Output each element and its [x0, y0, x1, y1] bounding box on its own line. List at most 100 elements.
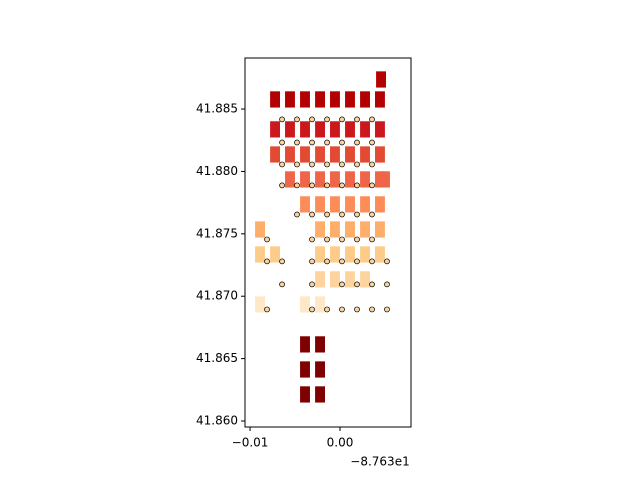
point — [384, 281, 390, 288]
building — [375, 221, 385, 238]
point — [309, 161, 315, 168]
building — [315, 271, 325, 288]
point — [294, 116, 300, 123]
building — [315, 246, 325, 263]
building — [375, 246, 385, 263]
building — [300, 121, 310, 138]
building — [330, 246, 340, 263]
building — [345, 246, 355, 263]
building — [300, 361, 310, 378]
point — [294, 211, 300, 218]
point — [369, 116, 375, 123]
building — [315, 336, 325, 353]
point — [309, 306, 315, 313]
building — [345, 271, 355, 288]
building — [375, 171, 385, 188]
point — [324, 306, 330, 313]
building — [300, 91, 310, 108]
point — [339, 211, 345, 218]
building — [300, 386, 310, 403]
point — [354, 258, 360, 265]
building — [376, 71, 386, 88]
building — [270, 246, 280, 263]
point — [354, 236, 360, 243]
axes-frame — [244, 57, 412, 428]
building — [360, 221, 370, 238]
point — [324, 258, 330, 265]
point — [354, 139, 360, 146]
building — [360, 196, 370, 213]
building — [375, 91, 385, 108]
building — [330, 271, 340, 288]
building — [360, 146, 370, 163]
x-tick-label: 0.00 — [327, 436, 354, 450]
point — [309, 139, 315, 146]
point — [369, 258, 375, 265]
point — [279, 139, 285, 146]
building — [315, 196, 325, 213]
x-offset-label: −8.763e1 — [350, 455, 409, 469]
building — [315, 121, 325, 138]
building — [315, 221, 325, 238]
point — [309, 116, 315, 123]
building — [315, 171, 325, 188]
point — [354, 116, 360, 123]
point — [339, 116, 345, 123]
point — [384, 306, 390, 313]
building — [285, 121, 295, 138]
y-tick-label: 41.885 — [196, 102, 238, 116]
building — [285, 171, 295, 188]
building — [345, 91, 355, 108]
point — [339, 161, 345, 168]
point — [354, 306, 360, 313]
building — [330, 171, 340, 188]
point — [324, 161, 330, 168]
x-tick-label: −0.01 — [232, 436, 269, 450]
point — [384, 258, 390, 265]
point — [279, 161, 285, 168]
building — [345, 196, 355, 213]
point — [294, 139, 300, 146]
point — [339, 182, 345, 189]
building — [330, 146, 340, 163]
point — [309, 281, 315, 288]
point — [369, 306, 375, 313]
building — [360, 121, 370, 138]
y-tick-label: 41.875 — [196, 226, 238, 240]
building — [345, 146, 355, 163]
point — [309, 236, 315, 243]
building — [375, 146, 385, 163]
point — [264, 306, 270, 313]
point — [309, 211, 315, 218]
building — [270, 146, 280, 163]
y-tick-label: 41.870 — [196, 289, 238, 303]
point — [324, 211, 330, 218]
y-tick-label: 41.860 — [196, 414, 238, 428]
point — [369, 236, 375, 243]
point — [324, 139, 330, 146]
point — [279, 182, 285, 189]
building — [285, 91, 295, 108]
building — [315, 146, 325, 163]
building — [360, 271, 370, 288]
building — [315, 296, 325, 313]
building — [360, 171, 370, 188]
building — [330, 91, 340, 108]
building — [300, 196, 310, 213]
building — [315, 386, 325, 403]
point — [339, 139, 345, 146]
point — [309, 258, 315, 265]
point — [279, 258, 285, 265]
building — [375, 121, 385, 138]
point — [339, 236, 345, 243]
building — [315, 91, 325, 108]
building — [315, 361, 325, 378]
point — [369, 161, 375, 168]
point — [354, 161, 360, 168]
point — [354, 281, 360, 288]
point — [339, 258, 345, 265]
point — [369, 281, 375, 288]
building — [285, 146, 295, 163]
building — [255, 296, 265, 313]
